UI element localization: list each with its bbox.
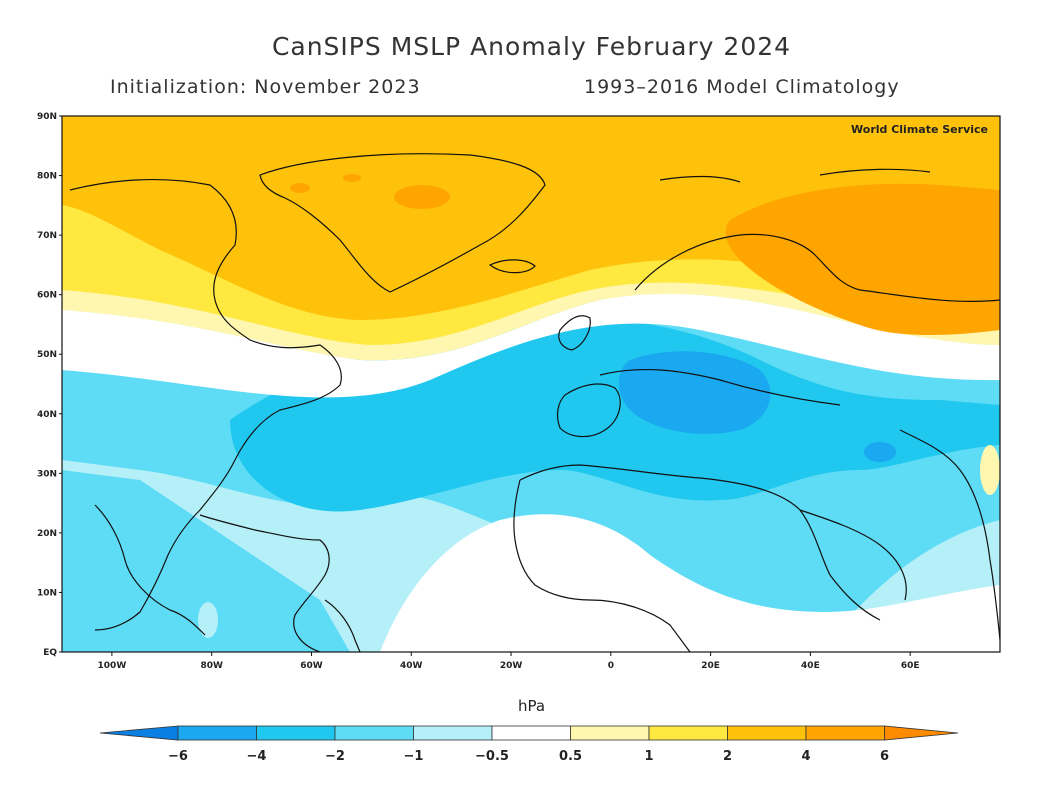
- colorbar-segment: [570, 725, 650, 741]
- lon-tick-label: 100W: [98, 661, 127, 671]
- iceland-coast: [488, 259, 536, 274]
- lat-tick-label: EQ: [43, 648, 57, 658]
- caribbean-coast: [199, 514, 330, 652]
- colorbar-label: 0.5: [559, 749, 582, 764]
- greenland-coast: [259, 153, 546, 293]
- north-africa-coast: [519, 464, 881, 621]
- coastlines: [69, 153, 1000, 652]
- south-america-coast: [324, 599, 361, 652]
- latitude-axis: 90N 80N 70N 60N 50N 40N 30N 20N 10N EQ: [37, 112, 62, 658]
- colorbar-label: 2: [723, 749, 732, 764]
- west-africa-neutral: [380, 514, 1000, 652]
- colorbar-label: −4: [247, 749, 267, 764]
- iberia: [556, 383, 621, 438]
- lat-tick-label: 40N: [37, 410, 57, 420]
- greenland-high-spot-2: [343, 174, 361, 182]
- colorbar-max-arrow: [884, 725, 959, 741]
- india-weak-high: [980, 445, 1000, 495]
- russia-high-core: [725, 183, 1000, 335]
- colorbar-label: −6: [168, 749, 188, 764]
- colorbar-label: −0.5: [475, 749, 509, 764]
- colorbar-label: −2: [325, 749, 345, 764]
- map-frame: [61, 115, 1001, 653]
- lon-tick-label: 20E: [701, 661, 720, 671]
- colorbar-label: −1: [404, 749, 424, 764]
- lat-tick-label: 70N: [37, 231, 57, 241]
- lat-tick-label: 50N: [37, 350, 57, 360]
- colorbar-label: 4: [801, 749, 810, 764]
- arctic-islands: [659, 168, 931, 183]
- chart-title: CanSIPS MSLP Anomaly February 2024: [271, 32, 792, 61]
- initialization-label: Initialization: November 2023: [110, 76, 421, 98]
- high-anomaly-2-4: [62, 116, 1000, 320]
- colorbar: −6 −4 −2 −1 −0.5 0.5 1 2 4 6: [99, 725, 959, 764]
- colorbar-segment: [805, 725, 885, 741]
- europe-south-coast: [599, 368, 841, 406]
- colorbar-segment: [413, 725, 493, 741]
- lat-tick-label: 60N: [37, 291, 57, 301]
- colorbar-segment: [177, 725, 257, 741]
- north-america-coast: [69, 178, 342, 631]
- iran-low-spot: [864, 442, 896, 462]
- colorbar-segment: [256, 725, 336, 741]
- colorbar-label: 1: [644, 749, 653, 764]
- colorbar-label: 6: [880, 749, 889, 764]
- south-asia-coast: [899, 429, 1000, 641]
- anomaly-field: [62, 116, 1000, 652]
- colorbar-segment: [648, 725, 728, 741]
- lat-tick-label: 20N: [37, 529, 57, 539]
- colorbar-segment: [727, 725, 807, 741]
- colorbar-segment: [334, 725, 414, 741]
- lon-tick-label: 60E: [901, 661, 920, 671]
- lon-tick-label: 60W: [300, 661, 323, 671]
- lon-tick-label: 20W: [500, 661, 523, 671]
- british-isles: [558, 315, 591, 351]
- colorbar-min-arrow: [99, 725, 179, 741]
- lat-tick-label: 30N: [37, 469, 57, 479]
- mexico-coast: [94, 504, 206, 636]
- watermark-label: World Climate Service: [851, 123, 988, 136]
- lat-tick-label: 80N: [37, 172, 57, 182]
- lon-tick-label: 40E: [801, 661, 820, 671]
- climatology-label: 1993–2016 Model Climatology: [584, 76, 900, 98]
- lon-tick-label: 0: [608, 661, 614, 671]
- balkan-low-core: [618, 351, 771, 434]
- greenland-high-core: [394, 185, 450, 209]
- colorbar-segment: [491, 725, 571, 741]
- lon-tick-label: 80W: [200, 661, 223, 671]
- west-africa-coast: [513, 479, 691, 652]
- greenland-high-spot-1: [290, 183, 310, 193]
- lat-tick-label: 90N: [37, 112, 57, 122]
- lon-tick-label: 40W: [400, 661, 423, 671]
- arabia-coast: [799, 509, 907, 601]
- longitude-axis: 100W 80W 60W 40W 20W 0 20E 40E 60E: [98, 652, 920, 671]
- scandinavia-russia-coast: [634, 233, 1000, 302]
- neutral-band: [62, 293, 1000, 398]
- caribbean-weak-low: [62, 470, 350, 652]
- lat-tick-label: 10N: [37, 588, 57, 598]
- central-america-spot: [198, 602, 218, 638]
- units-label: hPa: [517, 697, 546, 715]
